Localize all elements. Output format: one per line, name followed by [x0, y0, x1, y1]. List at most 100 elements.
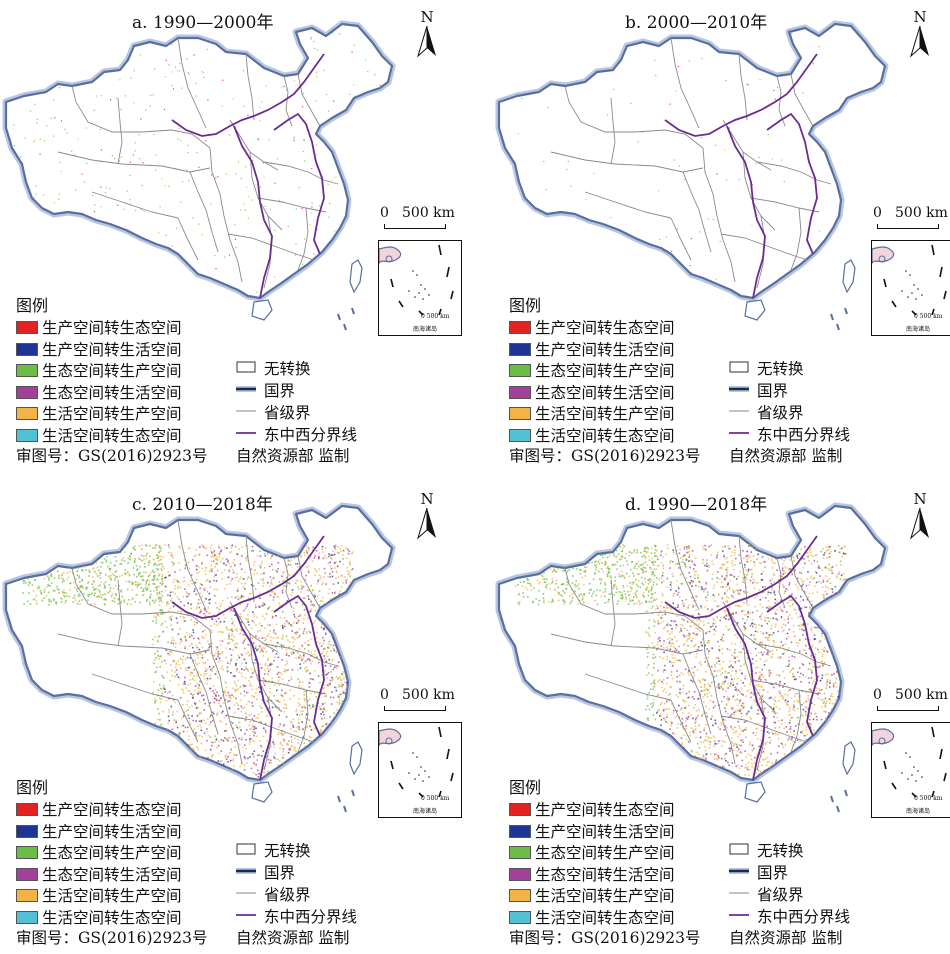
transition-dot [691, 238, 692, 239]
transition-dot [662, 565, 664, 567]
transition-dot [820, 583, 822, 585]
transition-dot [759, 672, 761, 674]
transition-dot [299, 648, 301, 650]
transition-dot [146, 545, 148, 547]
transition-dot [74, 595, 76, 597]
transition-dot [207, 555, 209, 557]
transition-dot [819, 46, 820, 47]
transition-dot [789, 720, 791, 722]
transition-dot [100, 129, 101, 130]
transition-dot [733, 682, 735, 684]
transition-dot [774, 763, 776, 765]
transition-dot [709, 692, 711, 694]
transition-dot [692, 606, 694, 608]
transition-dot [762, 586, 764, 588]
transition-dot [675, 590, 677, 592]
transition-dot [158, 560, 160, 562]
transition-dot [309, 686, 311, 688]
transition-dot [350, 582, 352, 584]
transition-dot [761, 613, 763, 615]
transition-dot [773, 687, 775, 689]
transition-dot [167, 571, 169, 573]
transition-dot [605, 584, 607, 586]
transition-dot [214, 623, 216, 625]
transition-dot [224, 588, 226, 590]
transition-dot [215, 268, 216, 269]
transition-dot [105, 192, 106, 193]
transition-dot [124, 209, 125, 210]
transition-dot [261, 755, 263, 757]
transition-dot [825, 698, 827, 700]
transition-dot [669, 637, 671, 639]
transition-dot [290, 624, 292, 626]
transition-dot [666, 606, 668, 608]
transition-dot [740, 606, 742, 608]
transition-dot [720, 722, 722, 724]
transition-dot [808, 677, 810, 679]
transition-dot [809, 663, 811, 665]
transition-dot [313, 547, 315, 549]
transition-dot [278, 732, 280, 734]
transition-dot [189, 73, 190, 74]
transition-dot [162, 631, 164, 633]
transition-dot [235, 698, 237, 700]
transition-dot [292, 592, 294, 594]
transition-dot [170, 624, 172, 626]
transition-dot [679, 692, 681, 694]
transition-dot [256, 292, 257, 293]
transition-dot [183, 617, 185, 619]
transition-dot [253, 762, 255, 764]
transition-dot [93, 567, 95, 569]
transition-dot [187, 145, 188, 146]
transition-dot [181, 725, 183, 727]
legend-line-label: 东中西分界线 [264, 905, 357, 927]
transition-dot [801, 578, 803, 580]
transition-dot [283, 738, 285, 740]
transition-dot [336, 687, 338, 689]
inset-scale: 0 500 km [421, 313, 449, 320]
transition-dot [185, 640, 187, 642]
transition-dot [774, 594, 776, 596]
scale-bar: 0 500 km [873, 205, 950, 229]
supervisor-label: 自然资源部 监制 [236, 444, 349, 466]
transition-dot [205, 668, 207, 670]
transition-dot [338, 552, 340, 554]
transition-dot [666, 236, 667, 237]
transition-dot [812, 631, 814, 633]
transition-dot [227, 740, 229, 742]
transition-dot [825, 586, 827, 588]
transition-dot [175, 646, 177, 648]
transition-dot [330, 636, 332, 638]
transition-dot [303, 663, 305, 665]
transition-dot [169, 616, 171, 618]
transition-dot [351, 569, 353, 571]
legend-swatch [16, 343, 38, 356]
transition-dot [166, 235, 167, 236]
supervisor-label: 自然资源部 监制 [729, 444, 842, 466]
transition-dot [783, 684, 785, 686]
transition-dot [802, 583, 804, 585]
transition-dot [754, 757, 756, 759]
transition-dot [347, 549, 349, 551]
transition-dot [764, 758, 766, 760]
transition-dot [296, 85, 297, 86]
transition-dot [263, 573, 265, 575]
transition-dot [154, 602, 156, 604]
transition-dot [717, 641, 719, 643]
transition-dot [684, 701, 686, 703]
transition-dot [352, 52, 353, 53]
transition-dot [286, 704, 288, 706]
transition-dot [784, 566, 786, 568]
transition-dot [159, 666, 161, 668]
transition-dot [208, 607, 210, 609]
transition-dot [656, 550, 658, 552]
transition-dot [262, 655, 264, 657]
transition-dot [278, 765, 280, 767]
transition-dot [224, 569, 226, 571]
transition-dot [226, 558, 228, 560]
transition-dot [172, 565, 174, 567]
transition-dot [246, 560, 248, 562]
transition-dot [234, 675, 236, 677]
transition-dot [647, 548, 649, 550]
transition-dot [138, 584, 140, 586]
